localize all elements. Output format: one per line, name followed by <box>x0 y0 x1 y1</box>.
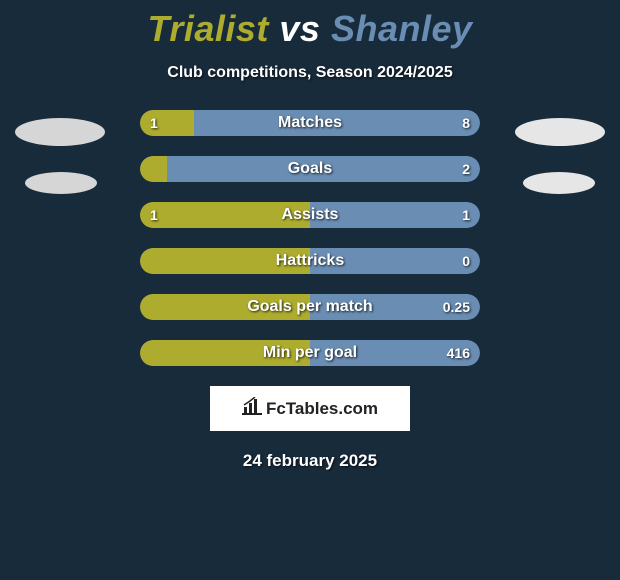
stat-left-value: 1 <box>150 202 158 228</box>
stat-left-value: 1 <box>150 110 158 136</box>
stat-label: Hattricks <box>140 248 480 274</box>
comparison-content: Matches18Goals2Assists11Hattricks0Goals … <box>0 110 620 366</box>
stat-right-value: 0.25 <box>443 294 470 320</box>
stat-right-value: 8 <box>462 110 470 136</box>
title-player2: Shanley <box>331 8 473 49</box>
stat-row: Matches1 8 <box>140 110 480 136</box>
stat-right-value: 416 <box>447 340 470 366</box>
player1-badge-top <box>15 118 105 146</box>
date-line: 24 february 2025 <box>0 451 620 471</box>
subtitle: Club competitions, Season 2024/2025 <box>0 64 620 82</box>
stat-label: Goals <box>140 156 480 182</box>
stat-label: Assists <box>140 202 480 228</box>
player2-badge-bottom <box>523 172 595 194</box>
title-vs: vs <box>279 8 320 49</box>
stat-row: Assists1 1 <box>140 202 480 228</box>
stat-row: Hattricks0 <box>140 248 480 274</box>
stat-label: Matches <box>140 110 480 136</box>
page-title: Trialist vs Shanley <box>0 0 620 50</box>
stat-label: Goals per match <box>140 294 480 320</box>
stat-right-value: 1 <box>462 202 470 228</box>
stat-right-value: 2 <box>462 156 470 182</box>
player2-badge-top <box>515 118 605 146</box>
stat-right-value: 0 <box>462 248 470 274</box>
logo-text: FcTables.com <box>266 399 378 419</box>
stat-row: Goals per match0.25 <box>140 294 480 320</box>
fctables-logo: FcTables.com <box>210 386 410 431</box>
stat-row: Goals2 <box>140 156 480 182</box>
stat-label: Min per goal <box>140 340 480 366</box>
chart-icon <box>242 397 262 420</box>
title-player1: Trialist <box>147 8 268 49</box>
stat-row: Min per goal416 <box>140 340 480 366</box>
player1-badge-bottom <box>25 172 97 194</box>
stat-bars-container: Matches18Goals2Assists11Hattricks0Goals … <box>140 110 480 366</box>
